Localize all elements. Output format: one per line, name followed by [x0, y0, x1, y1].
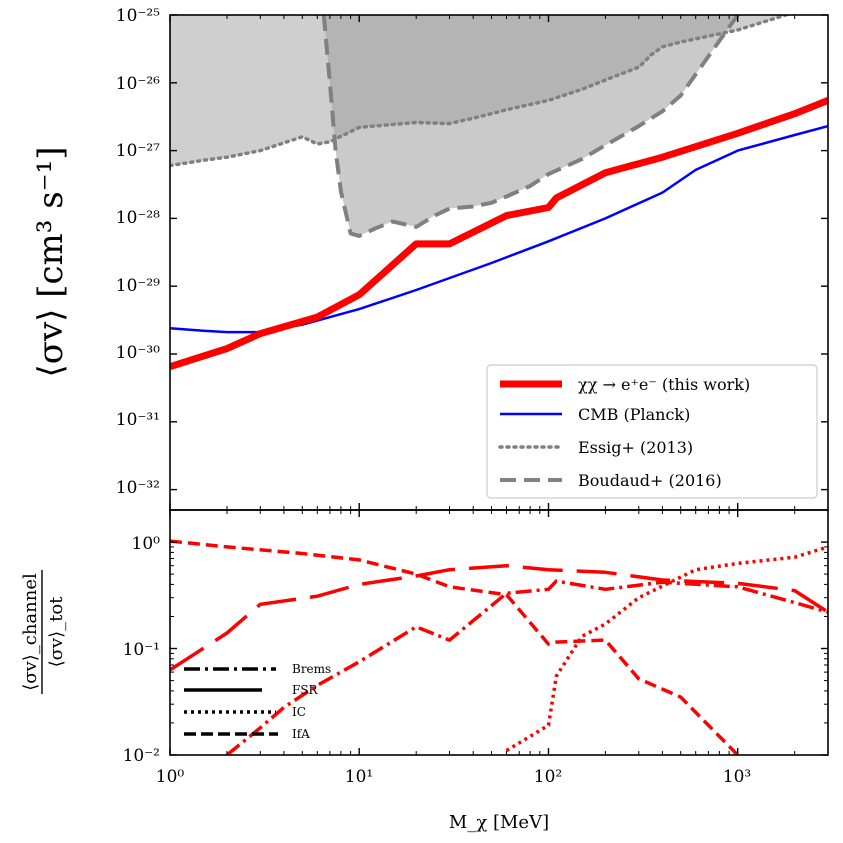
x-tick-label: 10¹ [345, 767, 373, 787]
top-y-tick-label: 10⁻²⁵ [116, 6, 160, 26]
legend-item-boudaud: Boudaud+ (2016) [500, 471, 722, 490]
bottom-y-tick-label: 10⁻² [123, 746, 160, 766]
x-tick-label: 10³ [723, 767, 751, 787]
fsr-curve [170, 563, 828, 672]
boudaud-excluded-region [323, 15, 828, 236]
ifa-curve [170, 539, 739, 755]
boudaud-curve [321, 15, 740, 238]
excluded-regions [170, 15, 828, 236]
essig-curve [170, 15, 792, 168]
legend-item-cmb: CMB (Planck) [500, 405, 690, 424]
legend-label: Essig+ (2013) [578, 438, 693, 457]
bottom-y-tick-labels: 10⁰ 10⁻¹ 10⁻² [123, 534, 161, 766]
top-panel-curves [170, 15, 828, 371]
bottom-panel-curves [170, 539, 828, 755]
legend: χχ → e⁺e⁻ (this work) CMB (Planck) Essig… [486, 364, 818, 499]
channel-label: FSR [292, 683, 319, 697]
bottom-y-tick-label: 10⁻¹ [123, 640, 160, 660]
this-work-curve [170, 97, 828, 371]
x-tick-labels: 10⁰ 10¹ 10² 10³ [156, 767, 751, 787]
top-y-tick-labels: 10⁻²⁵ 10⁻²⁶ 10⁻²⁷ 10⁻²⁸ 10⁻²⁹ 10⁻³⁰ 10⁻³… [116, 6, 160, 498]
top-y-tick-label: 10⁻²⁷ [116, 141, 160, 161]
bottom-y-label-numerator: ⟨σv⟩_channel [20, 573, 41, 691]
channel-legend: Brems FSR IC IfA [184, 662, 331, 741]
x-tick-label: 10² [534, 767, 562, 787]
channel-label: IC [292, 705, 306, 719]
legend-box [486, 364, 818, 499]
legend-item-essig: Essig+ (2013) [498, 438, 693, 457]
ic-curve [505, 545, 828, 753]
top-y-tick-label: 10⁻²⁸ [116, 208, 160, 228]
legend-label: CMB (Planck) [578, 405, 690, 424]
channel-label: IfA [292, 727, 310, 741]
legend-item-this-work: χχ → e⁺e⁻ (this work) [500, 375, 750, 394]
bottom-y-label-denominator: ⟨σv⟩_tot [46, 596, 67, 668]
bottom-panel-frame [169, 509, 829, 756]
bottom-y-axis-label: ⟨σv⟩_channel ⟨σv⟩_tot [20, 570, 67, 694]
top-y-axis-label: ⟨σv⟩ [cm³ s⁻¹] [31, 146, 71, 377]
channel-label: Brems [292, 662, 331, 676]
top-y-tick-label: 10⁻³² [116, 478, 160, 498]
legend-label: χχ → e⁺e⁻ (this work) [578, 375, 750, 394]
brems-curve [225, 579, 828, 755]
cmb-planck-curve [170, 124, 828, 334]
bottom-y-tick-label: 10⁰ [132, 534, 161, 554]
top-y-tick-label: 10⁻²⁶ [116, 74, 160, 94]
x-axis-label: M_χ [MeV] [449, 812, 549, 833]
top-y-tick-label: 10⁻²⁹ [116, 276, 160, 296]
top-y-tick-label: 10⁻³⁰ [116, 343, 160, 363]
top-y-tick-label: 10⁻³¹ [116, 410, 160, 430]
legend-label: Boudaud+ (2016) [578, 471, 722, 490]
x-tick-label: 10⁰ [156, 767, 185, 787]
